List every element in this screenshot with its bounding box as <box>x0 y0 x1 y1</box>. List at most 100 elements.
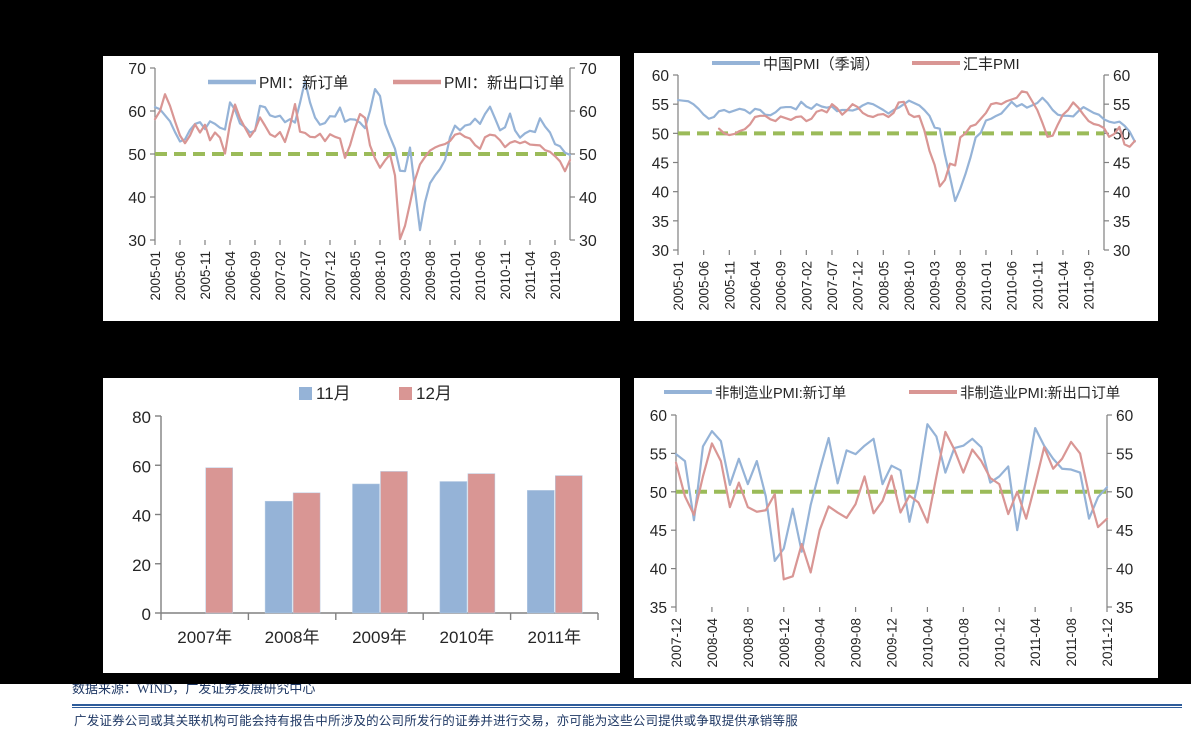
svg-text:35: 35 <box>1113 214 1130 231</box>
footer-region: 数据来源：WIND，广发证券发展研究中心 广发证券公司或其关联机构可能会持有报告… <box>0 684 1191 732</box>
chart-panel-nonmfg-pmi-orders: 35 35 40 40 45 45 50 50 55 55 60 60 2007-12 2008-04 20… <box>634 378 1158 678</box>
svg-text:50: 50 <box>652 126 670 143</box>
svg-text:2009年: 2009年 <box>352 628 407 647</box>
svg-text:2009-08: 2009-08 <box>953 261 968 311</box>
svg-text:2011-04: 2011-04 <box>523 251 538 300</box>
svg-text:60: 60 <box>1113 68 1131 85</box>
svg-text:中国PMI（季调）: 中国PMI（季调） <box>763 56 880 73</box>
svg-text:2006-04: 2006-04 <box>748 261 763 311</box>
svg-text:2010-11: 2010-11 <box>1030 261 1045 310</box>
nonmfg-pmi-orders-chart: 35 35 40 40 45 45 50 50 55 55 60 60 2007-12 2008-04 20… <box>650 385 1134 668</box>
svg-text:2006-09: 2006-09 <box>774 261 789 311</box>
svg-text:2009-03: 2009-03 <box>398 251 413 301</box>
svg-text:55: 55 <box>1116 446 1133 463</box>
svg-text:20: 20 <box>132 556 151 575</box>
svg-text:60: 60 <box>652 68 670 85</box>
svg-text:2010-04: 2010-04 <box>920 618 935 668</box>
svg-text:35: 35 <box>650 600 667 617</box>
svg-text:2008-05: 2008-05 <box>876 261 891 311</box>
svg-text:2009-08: 2009-08 <box>423 251 438 301</box>
svg-text:30: 30 <box>652 243 670 260</box>
svg-text:2007-02: 2007-02 <box>273 251 288 301</box>
svg-text:40: 40 <box>1113 185 1131 202</box>
chart-panel-nov-dec-comparison: 0 20 40 60 80 2007年 2008年 2009年 2010年 2011年 11月 12月 <box>103 378 620 673</box>
svg-text:2010-01: 2010-01 <box>979 261 994 311</box>
svg-text:70: 70 <box>128 61 146 78</box>
svg-text:2005-01: 2005-01 <box>671 261 686 311</box>
svg-text:40: 40 <box>132 507 151 526</box>
svg-text:PMI：新订单: PMI：新订单 <box>259 74 349 92</box>
svg-text:2008-10: 2008-10 <box>902 261 917 311</box>
svg-text:30: 30 <box>1113 243 1131 260</box>
svg-text:2011-08: 2011-08 <box>1064 618 1079 667</box>
svg-text:非制造业PMI:新出口订单: 非制造业PMI:新出口订单 <box>960 385 1120 402</box>
svg-text:2011-12: 2011-12 <box>1100 618 1115 667</box>
svg-text:30: 30 <box>128 233 146 250</box>
svg-text:2011-09: 2011-09 <box>548 251 563 300</box>
svg-text:2008-04: 2008-04 <box>705 618 720 668</box>
footer-divider-bottom <box>72 707 1182 708</box>
svg-text:2007-07: 2007-07 <box>298 251 313 301</box>
svg-text:40: 40 <box>579 190 597 207</box>
svg-text:35: 35 <box>1116 600 1133 617</box>
svg-text:2006-09: 2006-09 <box>248 251 263 301</box>
data-source-label: 数据来源：WIND，广发证券发展研究中心 <box>72 684 316 696</box>
footer-divider-top <box>72 704 1182 706</box>
svg-text:2010-12: 2010-12 <box>992 618 1007 668</box>
svg-text:2010-01: 2010-01 <box>448 251 463 301</box>
chart-panel-china-pmi-vs-hsbc: 30 30 35 35 40 40 45 45 50 50 55 55 60 60 2005-01 2005-… <box>634 53 1158 321</box>
svg-text:2008年: 2008年 <box>265 628 320 647</box>
svg-text:35: 35 <box>652 214 669 231</box>
svg-text:2007-07: 2007-07 <box>825 261 840 311</box>
svg-text:2010-08: 2010-08 <box>956 618 971 668</box>
svg-text:2010年: 2010年 <box>439 628 494 647</box>
svg-text:70: 70 <box>579 61 597 78</box>
svg-text:80: 80 <box>132 408 151 427</box>
nov-dec-comparison-chart: 0 20 40 60 80 2007年 2008年 2009年 2010年 2011年 11月 12月 <box>132 384 599 647</box>
svg-text:60: 60 <box>1116 408 1134 425</box>
svg-text:2009-03: 2009-03 <box>928 261 943 311</box>
svg-text:45: 45 <box>1113 156 1130 173</box>
svg-text:2010-06: 2010-06 <box>1005 261 1020 311</box>
svg-text:11月: 11月 <box>316 384 351 403</box>
svg-text:40: 40 <box>128 190 146 207</box>
svg-text:12月: 12月 <box>416 384 452 403</box>
svg-text:50: 50 <box>128 147 146 164</box>
svg-text:40: 40 <box>1116 562 1134 579</box>
svg-text:2009-12: 2009-12 <box>885 618 900 668</box>
svg-text:2006-04: 2006-04 <box>223 251 238 301</box>
svg-text:2005-01: 2005-01 <box>148 251 163 301</box>
svg-text:2005-11: 2005-11 <box>722 261 737 310</box>
svg-text:2008-10: 2008-10 <box>373 251 388 301</box>
svg-text:30: 30 <box>579 233 597 250</box>
svg-text:2005-11: 2005-11 <box>198 251 213 300</box>
chart-panel-pmi-new-orders: 30 30 40 40 50 50 60 60 70 70 2005-01 2005-06 2005-1… <box>103 56 620 321</box>
svg-text:2010-06: 2010-06 <box>473 251 488 301</box>
svg-text:2011-09: 2011-09 <box>1082 261 1097 310</box>
svg-text:55: 55 <box>650 446 667 463</box>
svg-text:2009-04: 2009-04 <box>813 618 828 668</box>
svg-text:40: 40 <box>650 562 668 579</box>
svg-text:2011年: 2011年 <box>528 628 582 647</box>
svg-text:0: 0 <box>142 605 151 624</box>
svg-text:60: 60 <box>128 104 146 121</box>
svg-text:2011-04: 2011-04 <box>1056 261 1071 310</box>
svg-text:50: 50 <box>1116 485 1134 502</box>
svg-text:55: 55 <box>1113 97 1130 114</box>
svg-text:2005-06: 2005-06 <box>173 251 188 301</box>
disclaimer-text: 广发证券公司或其关联机构可能会持有报告中所涉及的公司所发行的证券并进行交易，亦可… <box>74 714 798 728</box>
svg-text:45: 45 <box>652 156 669 173</box>
svg-text:2007-12: 2007-12 <box>669 618 684 668</box>
svg-text:2008-08: 2008-08 <box>741 618 756 668</box>
svg-text:2010-11: 2010-11 <box>498 251 513 300</box>
svg-text:2007-02: 2007-02 <box>799 261 814 311</box>
svg-text:55: 55 <box>652 97 669 114</box>
svg-text:2007-12: 2007-12 <box>323 251 338 301</box>
svg-text:2008-05: 2008-05 <box>348 251 363 301</box>
svg-text:PMI：新出口订单: PMI：新出口订单 <box>444 74 565 92</box>
svg-text:2007年: 2007年 <box>177 628 232 647</box>
svg-text:2008-12: 2008-12 <box>777 618 792 668</box>
svg-text:2005-06: 2005-06 <box>697 261 712 311</box>
svg-text:2011-04: 2011-04 <box>1028 618 1043 667</box>
